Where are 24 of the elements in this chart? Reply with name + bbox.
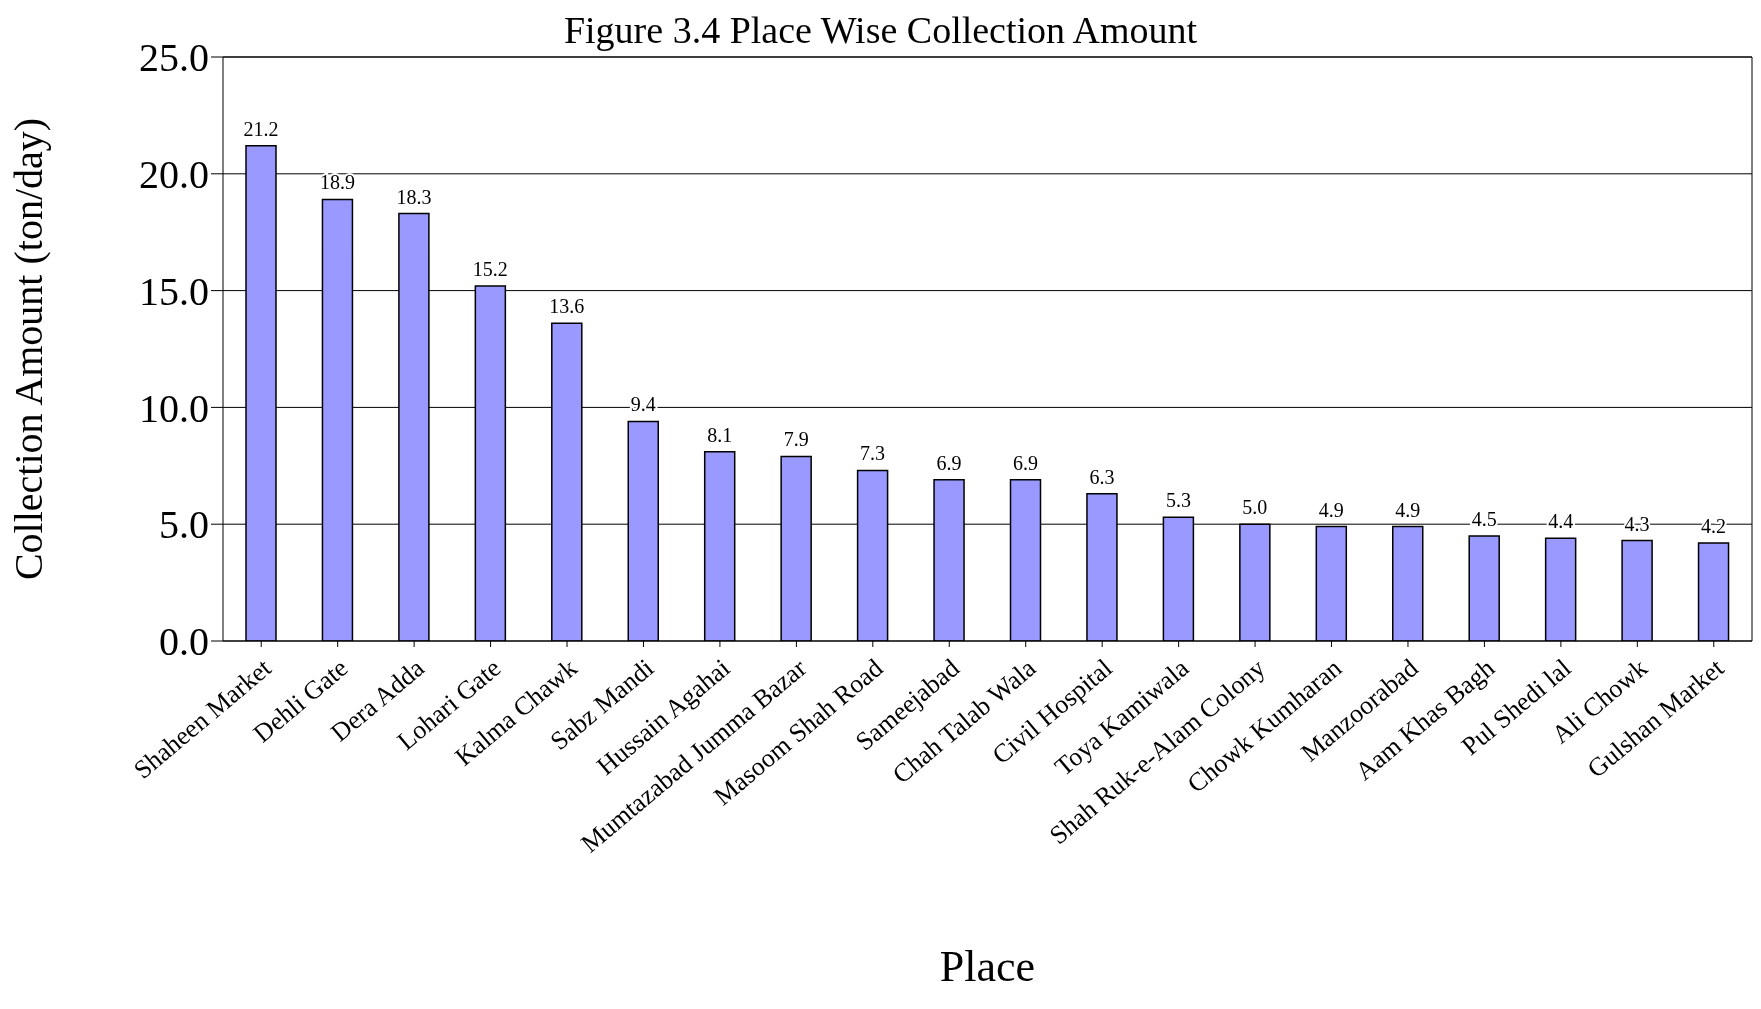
data-label: 18.9 xyxy=(319,171,355,194)
data-label: 4.9 xyxy=(1395,498,1421,521)
data-label: 7.9 xyxy=(783,428,809,451)
y-tick-label: 10.0 xyxy=(139,385,209,431)
data-label: 7.3 xyxy=(860,442,886,465)
x-axis-title: Place xyxy=(939,942,1036,991)
data-label: 18.3 xyxy=(396,185,432,208)
y-axis-title: Collection Amount (ton/day) xyxy=(6,117,52,581)
data-label: 6.3 xyxy=(1089,465,1115,488)
data-label: 6.9 xyxy=(936,451,962,474)
data-label: 15.2 xyxy=(472,257,508,280)
y-tick-label: 25.0 xyxy=(139,35,209,81)
chart-title: Figure 3.4 Place Wise Collection Amount xyxy=(563,9,1198,51)
y-tick-label: 20.0 xyxy=(139,152,209,197)
data-label: 13.6 xyxy=(549,295,585,318)
y-tick-label: 0.0 xyxy=(159,619,209,665)
data-label: 6.9 xyxy=(1013,451,1038,474)
data-label: 21.2 xyxy=(243,117,279,140)
data-label: 8.1 xyxy=(707,423,733,446)
y-tick-label: 5.0 xyxy=(159,502,209,548)
data-label: 5.3 xyxy=(1165,489,1191,512)
y-tick-label: 15.0 xyxy=(139,268,209,314)
data-label: 5.0 xyxy=(1242,496,1268,519)
data-label: 4.9 xyxy=(1318,498,1344,521)
